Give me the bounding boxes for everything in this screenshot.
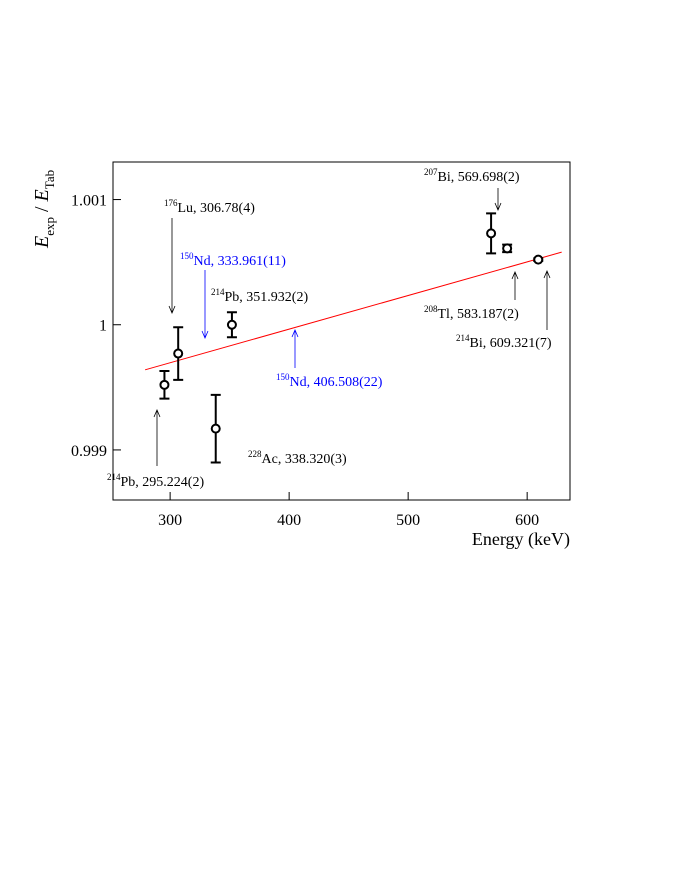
annotation-text: Bi, 569.698(2) [438, 170, 520, 185]
plot-frame [112, 161, 571, 501]
annotation-text: Pb, 295.224(2) [121, 475, 205, 490]
annotation: 228Ac, 338.320(3) [248, 449, 347, 467]
annotation-arrow [543, 269, 551, 330]
annotation: 214Pb, 351.932(2) [211, 287, 308, 305]
annotation-isotope-mass: 150 [276, 372, 290, 382]
annotation-arrow [153, 408, 161, 466]
annotation-isotope-mass: 214 [211, 287, 225, 297]
annotation: 176Lu, 306.78(4) [164, 198, 255, 216]
annotation-arrow [168, 218, 176, 315]
y-axis-label: Eexp / ETab [31, 170, 57, 249]
annotation-text: Lu, 306.78(4) [178, 201, 256, 216]
y-tick-label: 1.001 [71, 193, 107, 210]
data-point [533, 254, 544, 265]
annotation: 207Bi, 569.698(2) [424, 167, 520, 185]
annotation-isotope-mass: 176 [164, 198, 178, 208]
x-tick-label: 600 [515, 512, 539, 529]
x-tick-label: 300 [158, 512, 182, 529]
x-axis-label: Energy (keV) [472, 529, 570, 550]
annotation-isotope-mass: 150 [180, 251, 194, 261]
data-point [502, 243, 513, 254]
annotation-isotope-mass: 207 [424, 167, 438, 177]
annotation-arrow [291, 328, 299, 368]
x-tick-label: 400 [277, 512, 301, 529]
annotation: 214Pb, 295.224(2) [107, 472, 204, 490]
annotation-arrow [201, 270, 209, 340]
x-tick-label: 500 [396, 512, 420, 529]
annotation-text: Bi, 609.321(7) [470, 336, 552, 351]
y-tick-label: 1 [99, 318, 107, 335]
annotation-text: Ac, 338.320(3) [262, 452, 347, 467]
annotation: 150Nd, 333.961(11) [180, 251, 286, 269]
annotation-isotope-mass: 214 [107, 472, 121, 482]
data-point [173, 348, 184, 359]
annotation-isotope-mass: 228 [248, 449, 262, 459]
y-tick-label: 0.999 [71, 443, 107, 460]
data-point [159, 379, 170, 390]
annotation-isotope-mass: 214 [456, 333, 470, 343]
annotation-isotope-mass: 208 [424, 304, 438, 314]
data-point [486, 228, 497, 239]
annotation: 150Nd, 406.508(22) [276, 372, 383, 390]
annotation-text: Tl, 583.187(2) [438, 307, 520, 322]
fit-line [144, 251, 562, 371]
data-point [226, 319, 237, 330]
annotation-arrow [511, 270, 519, 300]
annotation: 214Bi, 609.321(7) [456, 333, 552, 351]
annotation-text: Nd, 406.508(22) [290, 375, 383, 390]
data-point [210, 423, 221, 434]
annotation: 208Tl, 583.187(2) [424, 304, 519, 322]
annotation-text: Nd, 333.961(11) [194, 254, 287, 269]
annotation-arrow [494, 188, 502, 212]
annotation-text: Pb, 351.932(2) [225, 290, 309, 305]
